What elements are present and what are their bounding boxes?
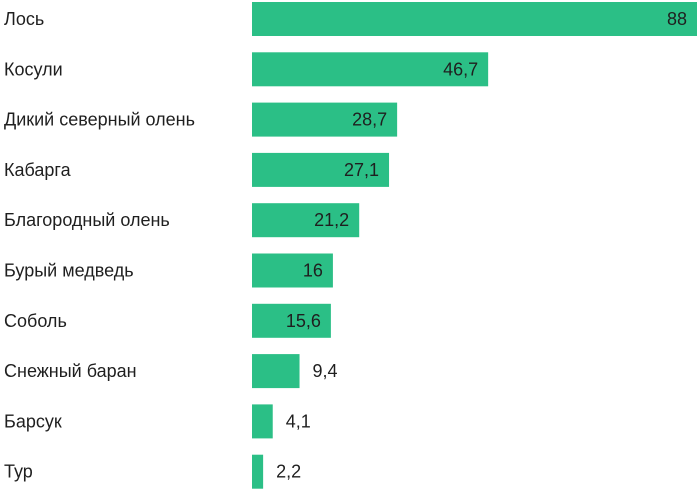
value-label-6: 15,6 [286, 311, 321, 331]
value-label-9: 2,2 [276, 462, 301, 482]
value-label-8: 4,1 [286, 411, 311, 431]
value-label-7: 9,4 [313, 361, 338, 381]
value-label-5: 16 [303, 261, 323, 281]
value-label-4: 21,2 [314, 210, 349, 230]
value-label-2: 28,7 [352, 110, 387, 130]
category-label-6: Соболь [4, 311, 67, 331]
category-label-2: Дикий северный олень [4, 110, 195, 130]
bar-5 [252, 253, 333, 288]
bar-2 [252, 102, 398, 137]
bar-3 [252, 152, 390, 187]
bar-8 [252, 404, 273, 439]
bars-group [252, 2, 697, 489]
bar-6 [252, 303, 331, 338]
category-label-0: Лось [4, 9, 44, 29]
bar-4 [252, 203, 360, 238]
bar-7 [252, 354, 300, 389]
value-label-1: 46,7 [443, 59, 478, 79]
category-label-7: Снежный баран [4, 361, 137, 381]
category-label-1: Косули [4, 59, 63, 79]
bar-1 [252, 52, 489, 87]
category-label-5: Бурый медведь [4, 261, 134, 281]
category-label-4: Благородный олень [4, 210, 170, 230]
category-labels-group: Лось Косули Дикий северный олень Кабарга Бла… [4, 9, 195, 482]
category-label-8: Барсук [4, 411, 62, 431]
bar-9 [252, 454, 264, 489]
bar-0 [252, 2, 697, 36]
value-label-3: 27,1 [344, 160, 379, 180]
value-label-0: 88 [667, 9, 687, 29]
value-labels-group: 88 46,7 28,7 27,1 21,2 16 15,6 9,4 4,1 2,2 [276, 9, 687, 482]
category-label-9: Тур [4, 462, 33, 482]
category-label-3: Кабарга [4, 160, 72, 180]
